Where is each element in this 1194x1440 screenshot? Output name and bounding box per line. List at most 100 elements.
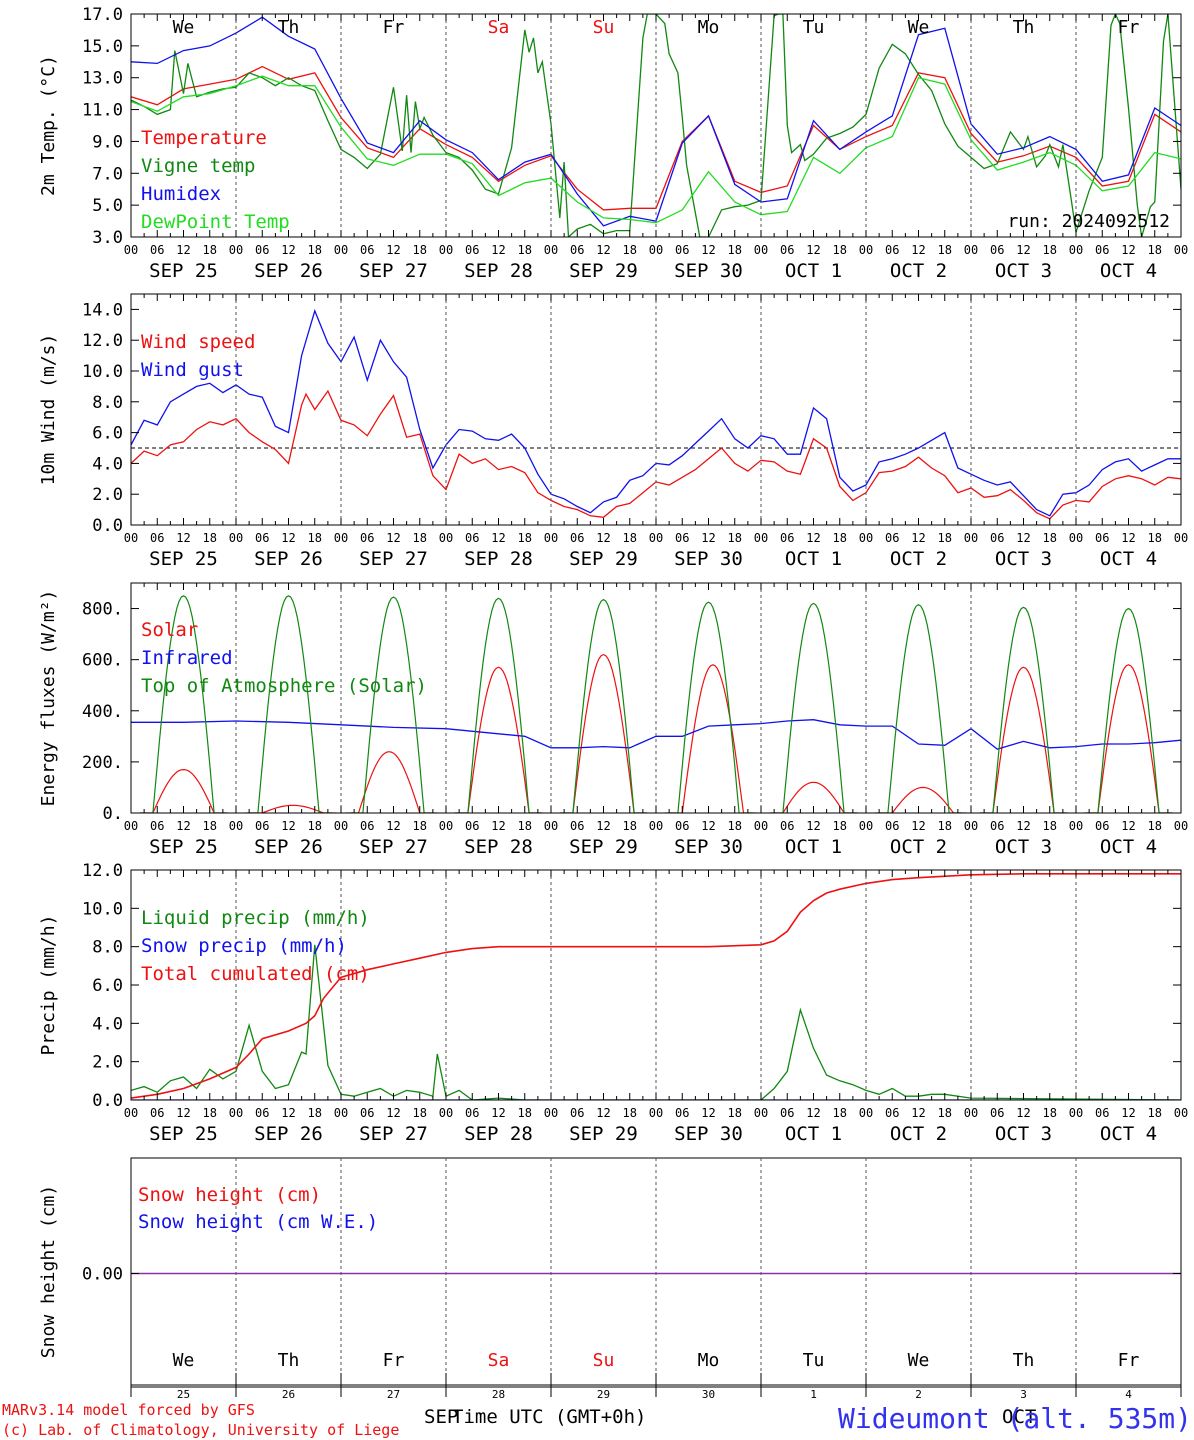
hour-tick-label: 12	[1016, 819, 1030, 833]
weekday-label: Fr	[383, 1350, 405, 1371]
y-tick-label: 12.0	[82, 861, 123, 881]
day-number-label: 29	[597, 1388, 610, 1401]
date-label: SEP 26	[254, 260, 323, 282]
hour-tick-label: 00	[229, 531, 243, 545]
date-label: SEP 30	[674, 260, 743, 282]
weekday-label: Su	[593, 17, 615, 38]
hour-tick-label: 00	[124, 819, 138, 833]
hour-tick-label: 18	[623, 531, 637, 545]
hour-tick-label: 00	[544, 1106, 558, 1120]
hour-tick-label: 06	[360, 1106, 374, 1120]
hour-tick-label: 06	[360, 819, 374, 833]
hour-tick-label: 12	[281, 1106, 295, 1120]
legend-entry: Infrared	[141, 647, 233, 669]
hour-tick-label: 06	[150, 243, 164, 257]
weekday-label: We	[908, 1350, 930, 1371]
hour-tick-label: 06	[150, 1106, 164, 1120]
series-top-of-atmosphere-solar	[349, 596, 438, 813]
weekday-label: Fr	[1118, 17, 1140, 38]
date-label: OCT 4	[1100, 548, 1157, 570]
hour-tick-label: 18	[308, 243, 322, 257]
hour-tick-label: 12	[491, 243, 505, 257]
hour-tick-label: 12	[911, 243, 925, 257]
series-top-of-atmosphere-solar	[979, 606, 1068, 813]
series-solar	[669, 664, 757, 813]
hour-tick-label: 18	[623, 819, 637, 833]
hour-tick-label: 06	[1095, 243, 1109, 257]
series-top-of-atmosphere-solar	[664, 601, 753, 813]
hour-tick-label: 18	[1043, 243, 1057, 257]
date-label: OCT 1	[785, 548, 842, 570]
hour-tick-label: 00	[649, 531, 663, 545]
hour-tick-label: 00	[859, 1106, 873, 1120]
hour-tick-label: 06	[675, 1106, 689, 1120]
date-label: OCT 3	[995, 548, 1052, 570]
hour-tick-label: 00	[334, 531, 348, 545]
hour-tick-label: 18	[413, 1106, 427, 1120]
hour-tick-label: 18	[1148, 531, 1162, 545]
hour-tick-label: 12	[386, 243, 400, 257]
series-solar	[559, 653, 648, 813]
y-tick-label: 0.0	[92, 516, 123, 536]
hour-tick-label: 18	[518, 531, 532, 545]
hour-tick-label: 00	[229, 243, 243, 257]
day-number-label: 28	[492, 1388, 505, 1401]
date-label: OCT 2	[890, 836, 947, 858]
y-tick-label: 800.	[82, 600, 123, 620]
hour-tick-label: 18	[833, 1106, 847, 1120]
hour-tick-label: 00	[964, 531, 978, 545]
hour-tick-label: 12	[176, 531, 190, 545]
weekday-label: Fr	[383, 17, 405, 38]
series-top-of-atmosphere-solar	[769, 602, 858, 813]
hour-tick-label: 00	[124, 243, 138, 257]
hour-tick-label: 18	[413, 531, 427, 545]
hour-tick-label: 00	[439, 531, 453, 545]
hour-tick-label: 00	[649, 243, 663, 257]
date-label: SEP 25	[149, 548, 218, 570]
y-tick-label: 0.00	[82, 1265, 123, 1285]
footer-model-credit: MARv3.14 model forced by GFS	[2, 1401, 255, 1419]
series-top-of-atmosphere-solar	[559, 598, 648, 813]
hour-tick-label: 12	[596, 243, 610, 257]
hour-tick-label: 18	[623, 243, 637, 257]
weekday-label: Th	[278, 1350, 300, 1371]
series-solar	[769, 781, 858, 813]
hour-tick-label: 18	[833, 243, 847, 257]
hour-tick-label: 12	[701, 1106, 715, 1120]
date-label: SEP 27	[359, 1123, 428, 1145]
y-tick-label: 14.0	[82, 300, 123, 320]
date-label: SEP 28	[464, 836, 533, 858]
hour-tick-label: 18	[728, 531, 742, 545]
y-tick-label: 4.0	[92, 1014, 123, 1034]
hour-tick-label: 18	[203, 1106, 217, 1120]
hour-tick-label: 18	[203, 531, 217, 545]
hour-tick-label: 12	[806, 1106, 820, 1120]
legend-entry: Top of Atmosphere (Solar)	[141, 675, 427, 697]
y-tick-label: 10.0	[82, 899, 123, 919]
hour-tick-label: 06	[780, 1106, 794, 1120]
hour-tick-label: 12	[911, 819, 925, 833]
day-number-label: 26	[282, 1388, 295, 1401]
plot-area	[131, 595, 1181, 813]
day-number-label: 30	[702, 1388, 715, 1401]
hour-tick-label: 18	[518, 1106, 532, 1120]
hour-tick-label: 12	[596, 531, 610, 545]
legend-entry: Wind speed	[141, 331, 255, 353]
series-top-of-atmosphere-solar	[244, 595, 333, 813]
series-solar	[979, 666, 1068, 813]
series-top-of-atmosphere-solar	[454, 597, 543, 813]
hour-tick-label: 00	[124, 1106, 138, 1120]
hour-tick-label: 18	[728, 243, 742, 257]
weekday-label: Tu	[803, 17, 825, 38]
hour-tick-label: 18	[833, 531, 847, 545]
footer-lab-credit: (c) Lab. of Climatology, University of L…	[2, 1421, 399, 1439]
hour-tick-label: 00	[1069, 819, 1083, 833]
plot-area	[131, 14, 1181, 237]
y-tick-label: 0.	[103, 804, 123, 824]
hour-tick-label: 12	[911, 531, 925, 545]
hour-tick-label: 00	[544, 819, 558, 833]
hour-tick-label: 12	[911, 1106, 925, 1120]
date-label: SEP 27	[359, 260, 428, 282]
hour-tick-label: 12	[491, 1106, 505, 1120]
hour-tick-label: 12	[386, 531, 400, 545]
